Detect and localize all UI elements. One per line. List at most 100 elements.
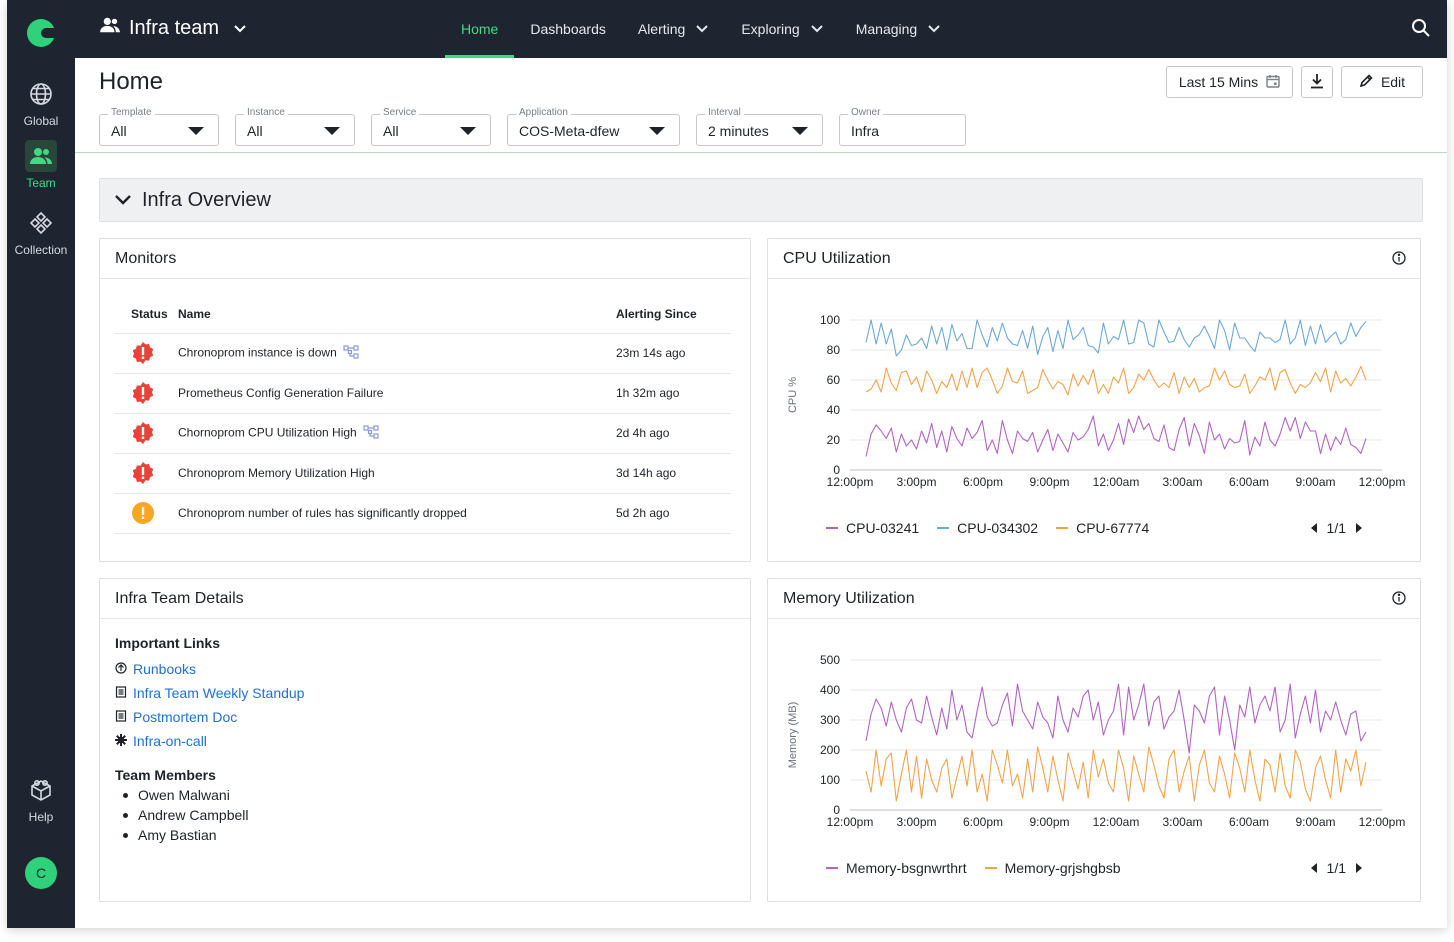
tab-home[interactable]: Home	[445, 0, 515, 58]
time-range-picker[interactable]: Last 15 Mins	[1166, 66, 1293, 98]
column-header: Name	[178, 295, 616, 334]
filter-interval[interactable]: Interval 2 minutes	[696, 107, 823, 146]
filter-label: Template	[108, 107, 155, 118]
collection-icon	[25, 207, 57, 239]
download-button[interactable]	[1301, 66, 1333, 98]
sidebar-item-label: Collection	[14, 243, 68, 257]
caret-left-icon[interactable]	[1310, 860, 1317, 876]
y-tick-label: 400	[820, 683, 840, 697]
link-infra-on-call[interactable]: Infra-on-call	[115, 729, 735, 753]
list-item: Owen Malwani	[115, 785, 735, 805]
legend-entry[interactable]: CPU-67774	[1056, 520, 1149, 536]
y-tick-label: 0	[833, 463, 840, 477]
caret-left-icon[interactable]	[1310, 520, 1317, 536]
monitor-name[interactable]: Chornoprom CPU Utilization High	[178, 413, 616, 454]
info-icon[interactable]	[1392, 591, 1406, 610]
panel-title: Monitors	[100, 239, 750, 279]
monitor-name[interactable]: Prometheus Config Generation Failure	[178, 373, 616, 414]
legend-entry[interactable]: Memory-grjshgbsb	[984, 860, 1121, 876]
legend-swatch	[826, 527, 838, 529]
filter-owner[interactable]: Owner Infra	[839, 107, 966, 146]
sidebar: Global Team Collection Help C	[7, 0, 75, 928]
section-header[interactable]: Infra Overview	[99, 178, 1423, 222]
filter-value: All	[111, 123, 127, 139]
monitor-name[interactable]: Chronoprom number of rules has significa…	[178, 493, 616, 534]
monitor-name[interactable]: Chronoprom Memory Utilization High	[178, 453, 616, 494]
caret-right-icon[interactable]	[1356, 860, 1362, 876]
tab-exploring[interactable]: Exploring	[725, 0, 839, 58]
caret-right-icon[interactable]	[1356, 520, 1362, 536]
filter-instance[interactable]: Instance All	[235, 107, 355, 146]
tab-label: Exploring	[741, 21, 800, 37]
monitor-name-text: Prometheus Config Generation Failure	[178, 386, 384, 400]
table-row[interactable]: Chornoprom CPU Utilization High 2d 4h ago	[115, 413, 731, 454]
app-logo[interactable]	[27, 19, 55, 47]
filter-value: COS-Meta-dfew	[519, 123, 620, 139]
caret-down-icon	[792, 127, 808, 135]
monitor-name[interactable]: Chronoprom instance is down	[178, 333, 616, 374]
sidebar-item-team[interactable]: Team	[7, 140, 75, 190]
filter-value: Infra	[851, 123, 880, 139]
panel-title: CPU Utilization	[768, 239, 1420, 279]
help-button[interactable]: Help	[7, 774, 75, 824]
search-button[interactable]	[1411, 18, 1431, 43]
filter-label: Service	[380, 107, 420, 118]
calendar-icon	[1266, 74, 1280, 91]
link-postmortem-doc[interactable]: Postmortem Doc	[115, 705, 735, 729]
sidebar-item-collection[interactable]: Collection	[7, 207, 75, 257]
y-tick-label: 100	[820, 313, 840, 327]
dependency-map-icon[interactable]	[343, 344, 359, 362]
x-tick-label: 9:00pm	[1029, 815, 1069, 829]
legend-entry[interactable]: CPU-034302	[937, 520, 1038, 536]
filter-label: Owner	[848, 107, 884, 118]
legend-entry[interactable]: Memory-bsgnwrthrt	[826, 860, 967, 876]
y-tick-label: 60	[827, 373, 841, 387]
legend-entry[interactable]: CPU-03241	[826, 520, 919, 536]
x-tick-label: 12:00am	[1093, 815, 1140, 829]
monitor-name-text: Chronoprom number of rules has significa…	[178, 506, 467, 520]
status-cell	[115, 333, 178, 374]
sidebar-item-label: Global	[23, 114, 59, 128]
filter-service[interactable]: Service All	[371, 107, 491, 146]
tab-managing[interactable]: Managing	[840, 0, 958, 58]
table-row[interactable]: Chronoprom instance is down 23m 14s ago	[115, 333, 731, 374]
alerting-since: 3d 14h ago	[616, 453, 731, 494]
filter-bar: Template All Instance All Service All Ap…	[99, 107, 966, 146]
table-row[interactable]: Prometheus Config Generation Failure 1h 3…	[115, 373, 731, 414]
memory-utilization-panel: Memory Utilization 0 100 200 300 400 500 12:00…	[767, 578, 1421, 902]
help-icon	[25, 774, 57, 806]
memory-chart: 0 100 200 300 400 500 12:00pm 3:00pm 6:00pm 9:00p…	[787, 653, 1405, 829]
tab-label: Managing	[855, 21, 918, 37]
y-tick-label: 0	[833, 803, 840, 817]
member-name: Andrew Campbell	[138, 807, 249, 823]
tab-dashboards[interactable]: Dashboards	[514, 0, 622, 58]
info-icon[interactable]	[1392, 251, 1406, 270]
x-tick-label: 9:00am	[1295, 475, 1335, 489]
sidebar-item-global[interactable]: Global	[7, 78, 75, 128]
team-selector[interactable]: Infra team	[99, 16, 247, 40]
dependency-map-icon[interactable]	[363, 424, 379, 442]
monitor-name-text: Chornoprom CPU Utilization High	[178, 425, 357, 440]
team-details-panel: Infra Team Details Important Links Runbo…	[99, 578, 751, 902]
monitor-name-text: Chronoprom instance is down	[178, 345, 337, 360]
filter-application[interactable]: Application COS-Meta-dfew	[507, 107, 680, 146]
filter-label: Application	[516, 107, 571, 118]
series-line	[865, 746, 1367, 802]
table-row[interactable]: Chronoprom Memory Utilization High 3d 14h…	[115, 453, 731, 494]
member-name: Amy Bastian	[138, 827, 217, 843]
link-weekly-standup[interactable]: Infra Team Weekly Standup	[115, 681, 735, 705]
avatar[interactable]: C	[25, 857, 57, 889]
filter-label: Instance	[244, 107, 288, 118]
monitor-name-text: Chronoprom Memory Utilization High	[178, 466, 375, 480]
x-tick-label: 12:00pm	[1359, 475, 1406, 489]
link-runbooks[interactable]: Runbooks	[115, 657, 735, 681]
edit-button[interactable]: Edit	[1341, 66, 1423, 98]
pager-label: 1/1	[1326, 520, 1346, 536]
member-name: Owen Malwani	[138, 787, 230, 803]
table-row[interactable]: Chronoprom number of rules has significa…	[115, 493, 731, 534]
tab-label: Home	[461, 21, 499, 37]
filter-template[interactable]: Template All	[99, 107, 219, 146]
legend-pager: 1/1	[1310, 520, 1362, 536]
tab-alerting[interactable]: Alerting	[622, 0, 725, 58]
alerting-since: 2d 4h ago	[616, 413, 731, 454]
